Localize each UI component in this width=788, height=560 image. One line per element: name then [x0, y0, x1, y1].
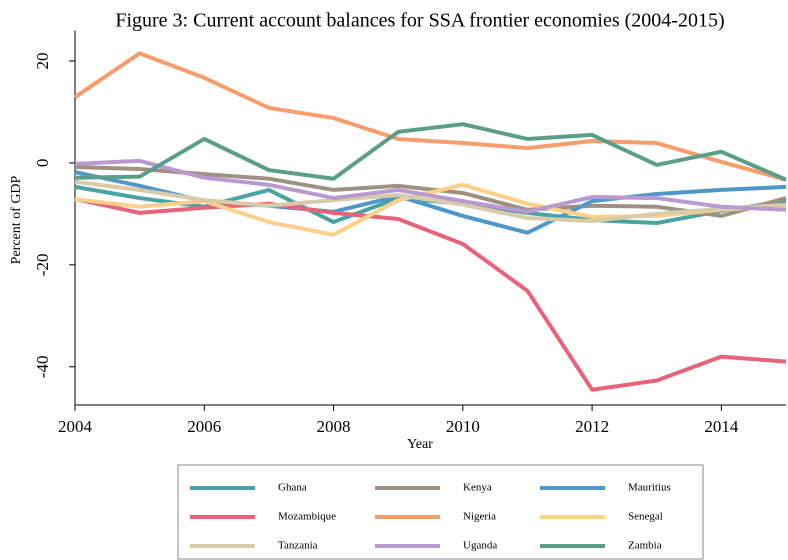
legend-label: Zambia — [628, 540, 662, 552]
series-line — [73, 51, 787, 182]
legend-label: Mozambique — [278, 511, 336, 523]
x-tick-label: 2008 — [317, 417, 351, 436]
legend-label: Ghana — [278, 482, 307, 494]
y-tick-label: -20 — [33, 254, 52, 277]
x-tick-label: 2010 — [446, 417, 480, 436]
legend-label: Nigeria — [463, 511, 496, 523]
x-tick-label: 2014 — [704, 417, 739, 436]
series-line — [74, 158, 787, 214]
legend-label: Uganda — [463, 540, 497, 552]
y-tick-label: 0 — [33, 159, 52, 168]
legend-label: Mauritius — [628, 482, 671, 494]
legend-label: Kenya — [463, 482, 492, 494]
series-line — [74, 122, 787, 182]
x-tick-label: 2006 — [187, 417, 221, 436]
series-line — [74, 197, 787, 392]
y-axis-label: Percent of GDP — [9, 175, 24, 264]
y-tick-label: -40 — [33, 355, 52, 378]
x-tick-label: 2012 — [575, 417, 609, 436]
x-tick-label: 2004 — [58, 417, 93, 436]
chart-title: Figure 3: Current account balances for S… — [115, 10, 724, 32]
legend-label: Tanzania — [278, 540, 318, 552]
legend-label: Senegal — [628, 511, 663, 523]
legend-box — [177, 464, 704, 560]
x-axis-label: Year — [407, 437, 433, 452]
y-tick-label: 20 — [33, 52, 52, 69]
series-line — [74, 179, 787, 224]
